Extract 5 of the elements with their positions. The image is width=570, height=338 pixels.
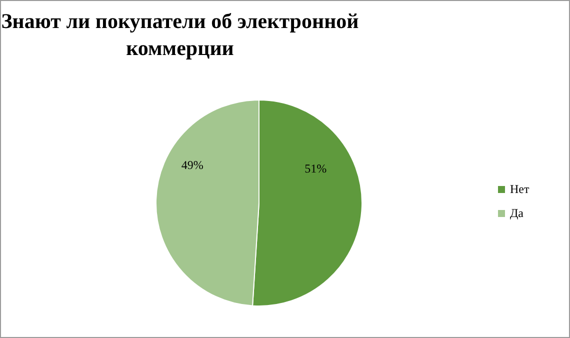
data-label: 51% [304,162,327,176]
data-label: 49% [181,158,204,172]
chart-title: Знают ли покупатели об электронной коммерции [1,9,359,60]
legend-label: Нет [510,182,530,196]
legend-label: Да [510,206,524,220]
